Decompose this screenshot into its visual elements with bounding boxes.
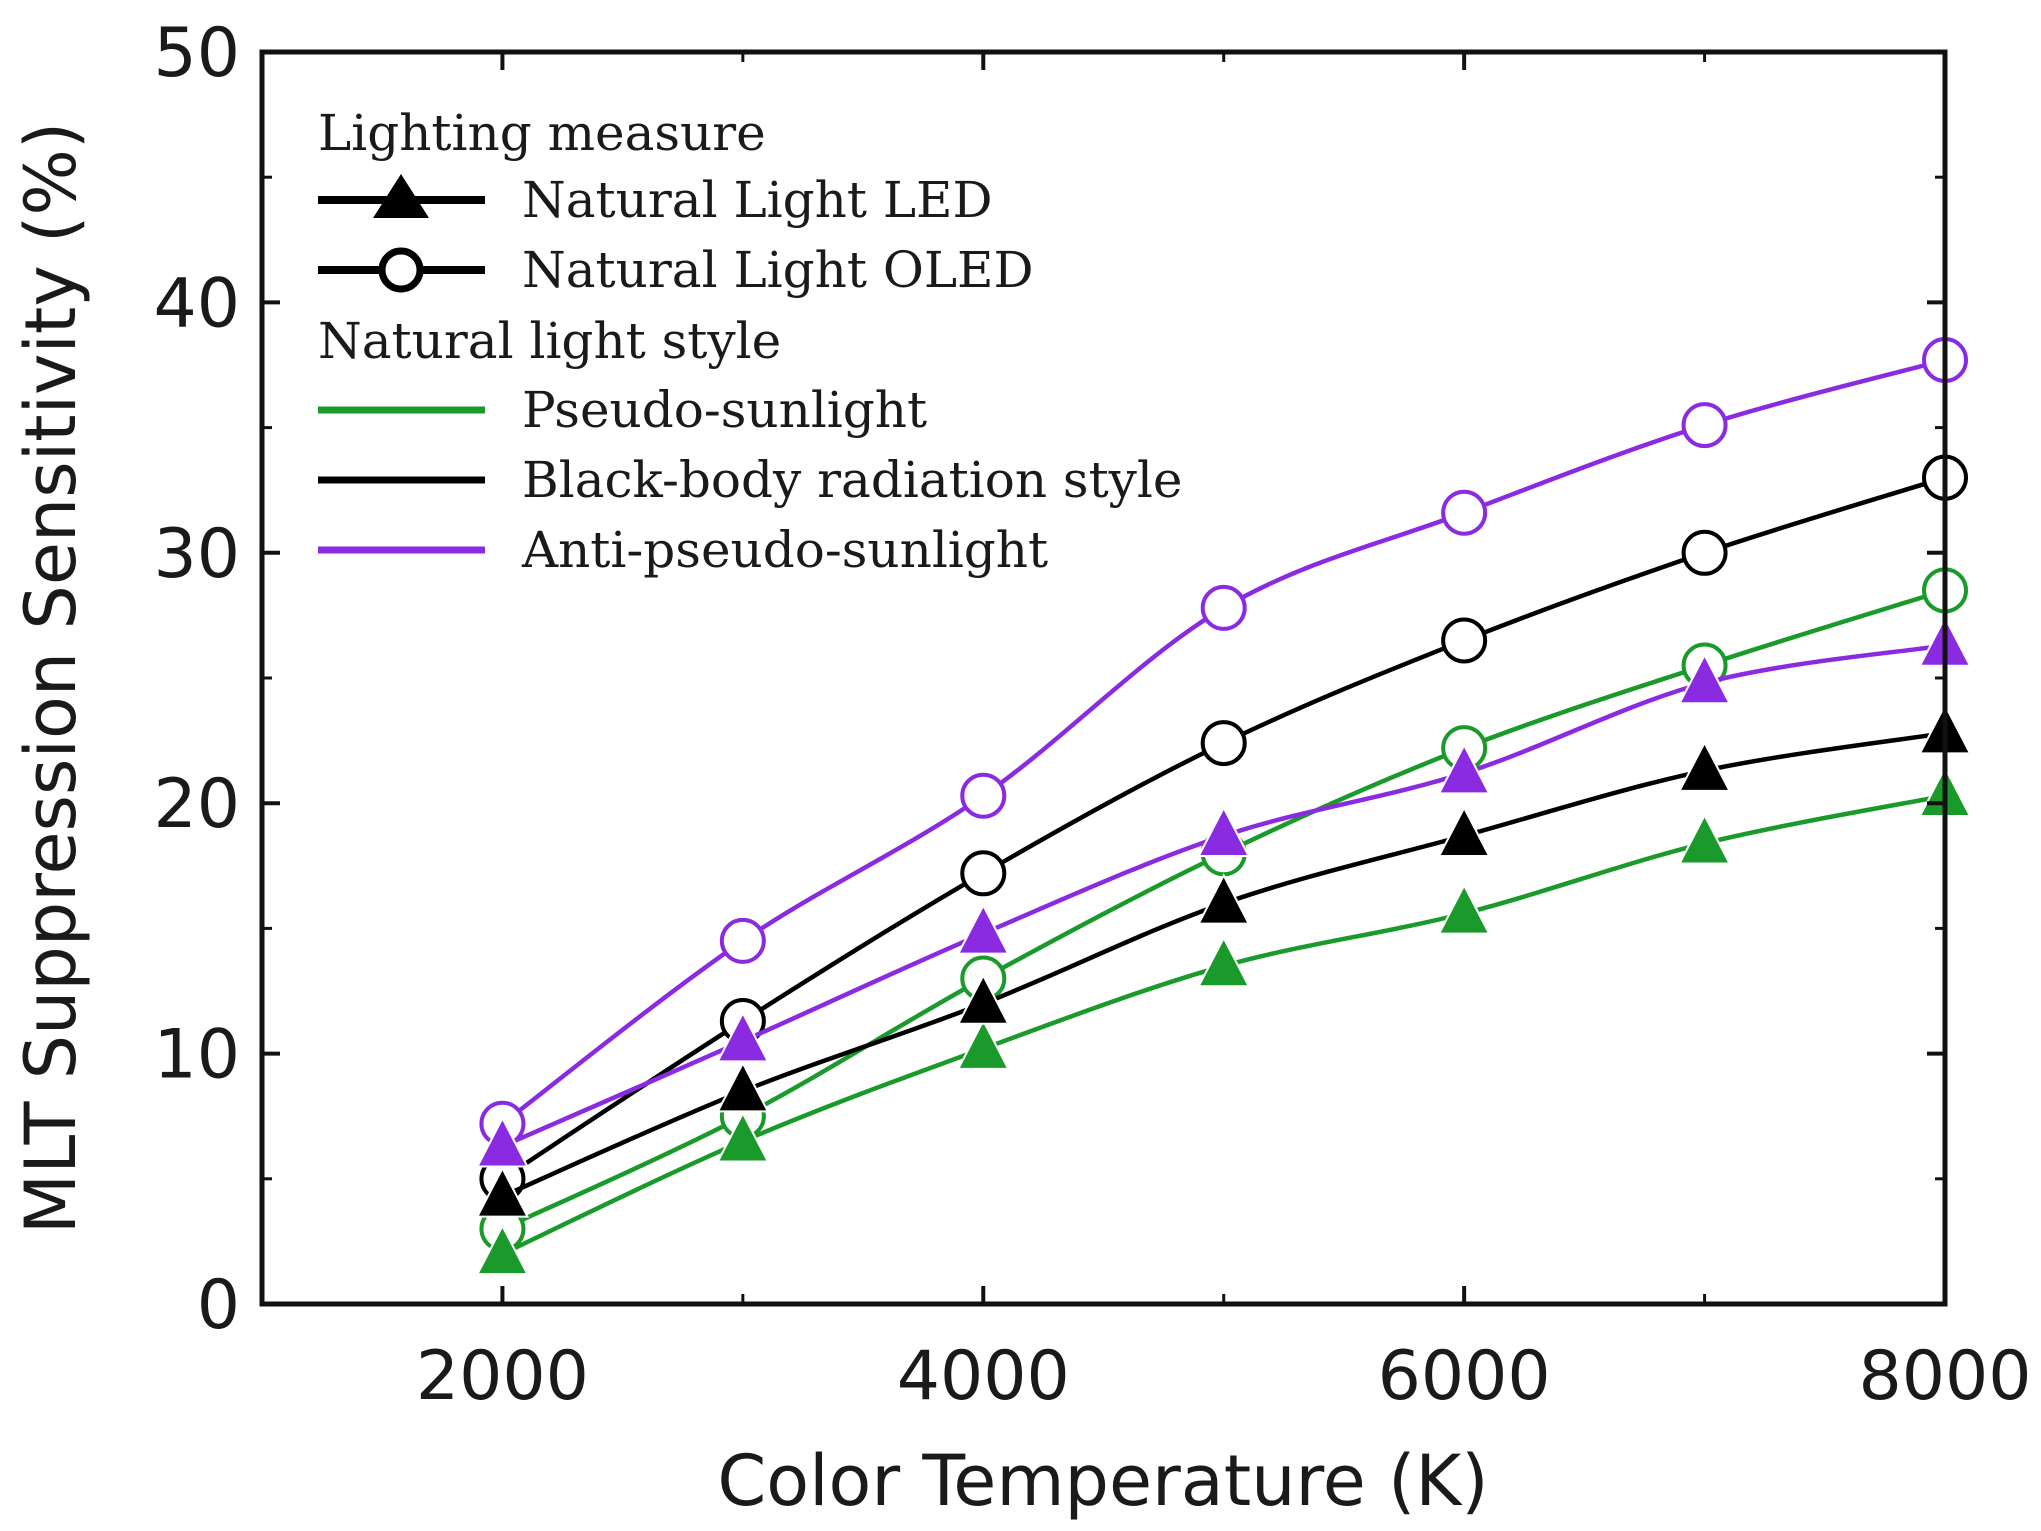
y-axis-title: MLT Suppression Sensitivity (%) [10,122,92,1234]
data-point-circle [1200,720,1247,767]
data-point-circle [960,850,1007,897]
legend-label-anti: Anti-pseudo-sunlight [521,521,1048,579]
data-point-circle [1681,529,1728,576]
data-point-triangle [1677,652,1732,705]
data-point-circle [960,772,1007,819]
x-tick-label: 2000 [416,1337,589,1416]
data-point-triangle [716,1111,770,1163]
x-tick-label: 8000 [1858,1337,2031,1416]
data-point-circle [1681,402,1728,449]
y-tick-label: 0 [197,1266,240,1345]
data-point-triangle [1197,935,1251,988]
data-point-triangle [475,1116,530,1168]
data-point-triangle [956,973,1010,1025]
legend-label-led: Natural Light LED [522,171,993,229]
data-point-triangle [1677,740,1732,792]
series-anti-led [475,615,1972,1168]
y-tick-label: 10 [153,1016,240,1095]
data-point-triangle [1197,873,1251,925]
legend-circle-marker [378,247,424,293]
x-axis-title: Color Temperature (K) [717,1440,1488,1522]
data-point-triangle [475,1166,530,1218]
data-point-circle [719,917,766,964]
legend: Lighting measure Natural Light LED Natural… [318,104,1183,579]
legend-triangle-marker [373,174,429,218]
data-point-triangle [1437,883,1491,935]
legend-label-pseudo: Pseudo-sunlight [522,381,927,439]
data-point-circle [1441,489,1488,536]
x-tick-label: 6000 [1378,1337,1551,1416]
data-point-triangle [1677,813,1732,865]
series-anti-oled [479,336,1968,1147]
data-point-triangle [716,1011,770,1063]
data-point-triangle [475,1223,530,1276]
data-point-triangle [1437,805,1491,858]
data-point-triangle [956,903,1010,955]
data-point-triangle [716,1061,770,1113]
legend-heading-measure: Lighting measure [318,104,766,162]
data-point-triangle [956,1018,1010,1070]
x-tick-label: 4000 [897,1337,1070,1416]
y-tick-label: 50 [153,14,240,93]
data-point-triangle [1437,743,1491,795]
y-tick-label: 20 [153,765,240,844]
data-point-circle [1441,617,1488,664]
legend-label-oled: Natural Light OLED [522,241,1034,299]
y-tick-label: 30 [153,515,240,594]
legend-heading-style: Natural light style [318,312,781,370]
data-point-circle [1200,584,1247,631]
series-blackbody-led [475,703,1972,1218]
data-point-triangle [1197,805,1251,858]
legend-label-blackbody: Black-body radiation style [522,451,1183,509]
y-tick-label: 40 [153,264,240,343]
